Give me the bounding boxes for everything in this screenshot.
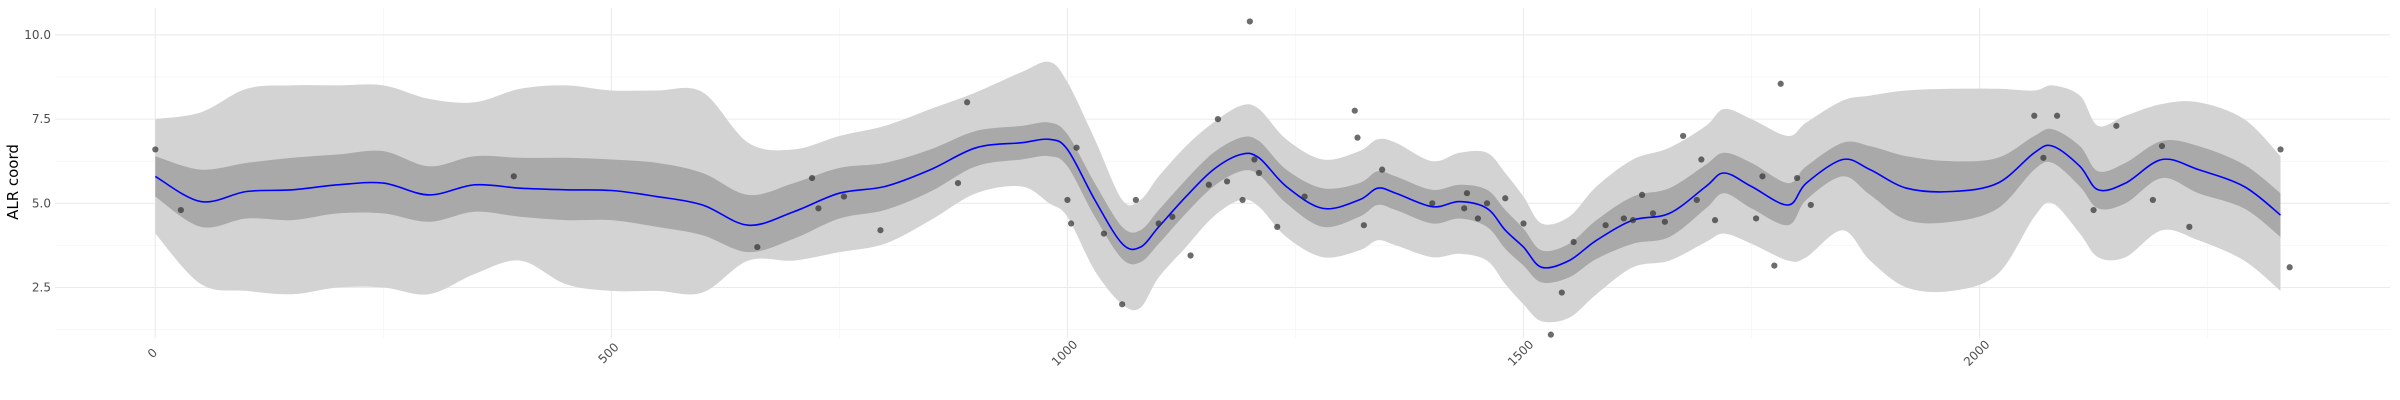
data-point bbox=[1570, 238, 1577, 246]
inner-credible-band bbox=[155, 122, 2281, 284]
data-point bbox=[1771, 262, 1778, 269]
x-tick-label: 0 bbox=[145, 346, 160, 361]
data-point bbox=[1520, 220, 1527, 227]
data-point bbox=[1187, 252, 1194, 259]
data-point bbox=[1205, 181, 1212, 188]
data-point bbox=[954, 180, 962, 187]
data-point bbox=[1246, 18, 1253, 25]
data-point bbox=[1301, 193, 1308, 200]
data-point bbox=[1379, 166, 1386, 173]
data-point bbox=[1680, 132, 1687, 140]
data-point bbox=[1214, 116, 1222, 123]
y-tick-label: 10.0 bbox=[24, 28, 51, 42]
data-point bbox=[1132, 196, 1139, 204]
data-point bbox=[152, 146, 159, 153]
data-point bbox=[1711, 217, 1719, 224]
data-point bbox=[2149, 196, 2156, 204]
data-point bbox=[815, 205, 822, 212]
data-point bbox=[1067, 220, 1075, 227]
data-point bbox=[877, 227, 884, 234]
data-point bbox=[2090, 206, 2097, 214]
data-point bbox=[2031, 112, 2038, 119]
data-point bbox=[2286, 264, 2293, 271]
data-point bbox=[1354, 134, 1361, 141]
data-point bbox=[1649, 210, 1657, 217]
y-axis-title: ALR coord bbox=[4, 144, 22, 220]
data-point bbox=[2040, 154, 2047, 161]
data-point bbox=[1638, 191, 1646, 198]
data-point bbox=[1602, 222, 1609, 229]
data-point bbox=[1547, 331, 1554, 338]
x-tick-labels: 0 500 1000 1500 2000 bbox=[145, 337, 1993, 368]
data-point bbox=[1351, 107, 1358, 114]
data-point bbox=[1169, 213, 1176, 220]
outer-credible-band bbox=[155, 61, 2281, 323]
data-point bbox=[2186, 223, 2193, 230]
data-point bbox=[1474, 215, 1481, 222]
data-point bbox=[1693, 196, 1700, 204]
x-tick-label: 2000 bbox=[1961, 337, 1992, 368]
y-tick-label: 7.5 bbox=[32, 112, 51, 126]
data-point bbox=[2277, 146, 2284, 153]
data-point bbox=[2053, 112, 2061, 119]
data-point bbox=[1620, 215, 1627, 222]
data-point bbox=[1255, 169, 1263, 177]
data-point bbox=[1360, 222, 1367, 229]
x-tick-label: 1500 bbox=[1505, 337, 1536, 368]
data-point bbox=[2158, 142, 2166, 150]
data-point bbox=[1629, 217, 1637, 224]
data-point bbox=[1759, 173, 1766, 180]
data-point bbox=[1698, 156, 1705, 163]
data-points bbox=[152, 18, 2293, 338]
data-point bbox=[1251, 156, 1258, 163]
data-point bbox=[1429, 200, 1436, 207]
data-point bbox=[840, 193, 848, 200]
data-point bbox=[1223, 178, 1231, 185]
data-point bbox=[1155, 220, 1162, 227]
data-point bbox=[2113, 122, 2120, 129]
data-point bbox=[1777, 80, 1784, 87]
data-point bbox=[1100, 230, 1108, 237]
data-point bbox=[177, 206, 184, 214]
x-tick-label: 500 bbox=[596, 340, 622, 366]
data-point bbox=[964, 99, 971, 106]
data-point bbox=[510, 173, 517, 180]
x-tick-label: 1000 bbox=[1049, 337, 1080, 368]
data-point bbox=[808, 174, 816, 182]
y-tick-label: 2.5 bbox=[32, 280, 51, 294]
mean-trend-line bbox=[154, 138, 2281, 269]
outer-band bbox=[155, 61, 2281, 323]
data-point bbox=[1274, 223, 1281, 230]
data-point bbox=[1119, 301, 1126, 308]
data-point bbox=[1463, 190, 1471, 197]
data-point bbox=[1239, 196, 1246, 204]
data-point bbox=[1483, 200, 1491, 207]
data-point bbox=[1794, 174, 1801, 182]
data-point bbox=[754, 243, 761, 251]
y-tick-label: 5.0 bbox=[32, 196, 51, 210]
data-point bbox=[1502, 195, 1509, 202]
data-point bbox=[1064, 196, 1071, 204]
data-point bbox=[1461, 205, 1468, 212]
data-point bbox=[1661, 218, 1668, 225]
mean-line bbox=[154, 138, 2281, 269]
data-point bbox=[1807, 201, 1814, 209]
y-tick-labels: 2.5 5.0 7.5 10.0 bbox=[24, 28, 51, 295]
data-point bbox=[1752, 215, 1760, 222]
data-point bbox=[1558, 289, 1565, 296]
data-point bbox=[1073, 144, 1080, 151]
inner-band bbox=[155, 122, 2281, 284]
